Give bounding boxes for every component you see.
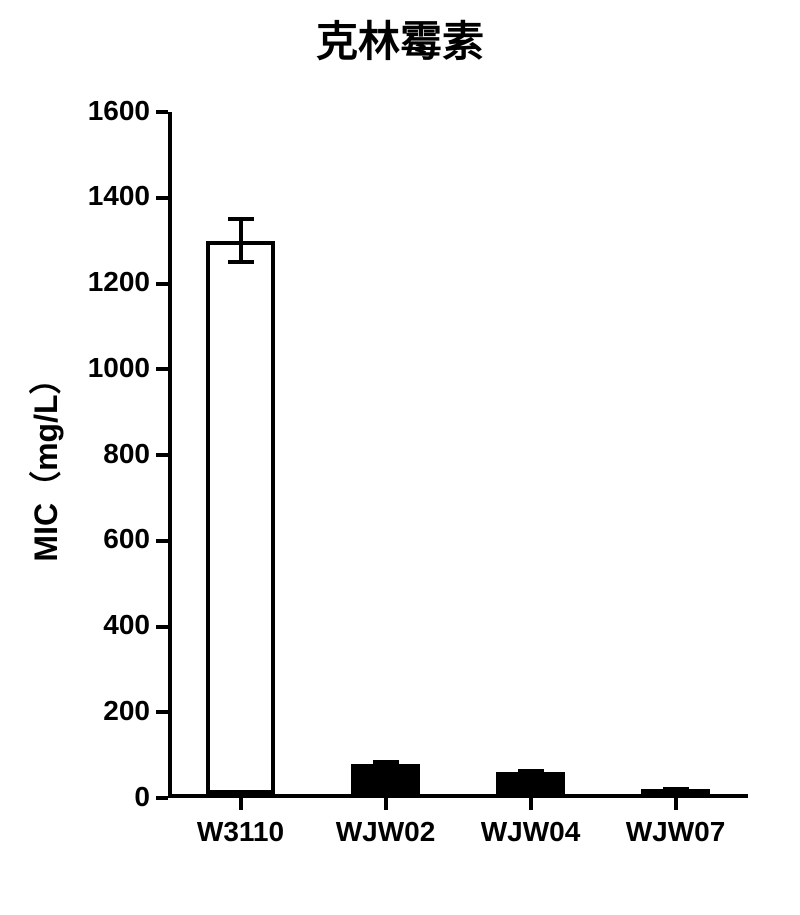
y-tick-label: 1600 [60, 95, 150, 127]
y-tick-mark [156, 196, 168, 200]
y-tick-label: 1000 [60, 352, 150, 384]
y-tick-mark [156, 710, 168, 714]
y-tick-label: 1400 [60, 180, 150, 212]
errorbar-cap [228, 217, 254, 221]
y-tick-label: 200 [60, 695, 150, 727]
x-tick-label: WJW02 [306, 816, 466, 848]
y-axis-label: MIC（mg/L） [21, 312, 67, 612]
plot-area: 02004006008001000120014001600 W3110WJW02… [168, 112, 748, 798]
bar [206, 241, 276, 794]
y-tick-label: 800 [60, 438, 150, 470]
bar [351, 764, 421, 794]
x-tick-label: WJW07 [596, 816, 756, 848]
y-tick-mark [156, 110, 168, 114]
y-tick-mark [156, 282, 168, 286]
x-tick-label: W3110 [161, 816, 321, 848]
errorbar-cap [518, 772, 544, 776]
x-tick-mark [529, 798, 533, 810]
y-tick-label: 400 [60, 609, 150, 641]
y-tick-mark [156, 539, 168, 543]
y-tick-label: 0 [60, 781, 150, 813]
y-tick-label: 600 [60, 523, 150, 555]
chart-container: { "chart": { "type": "bar", "title": "克林… [0, 0, 800, 915]
errorbar-cap [373, 764, 399, 768]
y-tick-label: 1200 [60, 266, 150, 298]
errorbar-cap [228, 260, 254, 264]
errorbar-cap [663, 788, 689, 792]
y-tick-mark [156, 796, 168, 800]
x-tick-mark [674, 798, 678, 810]
x-tick-mark [239, 798, 243, 810]
y-tick-mark [156, 625, 168, 629]
y-tick-mark [156, 453, 168, 457]
chart-title: 克林霉素 [0, 8, 800, 69]
errorbar-line [239, 219, 243, 262]
y-tick-mark [156, 367, 168, 371]
x-tick-label: WJW04 [451, 816, 611, 848]
x-tick-mark [384, 798, 388, 810]
y-axis-line [168, 112, 172, 798]
